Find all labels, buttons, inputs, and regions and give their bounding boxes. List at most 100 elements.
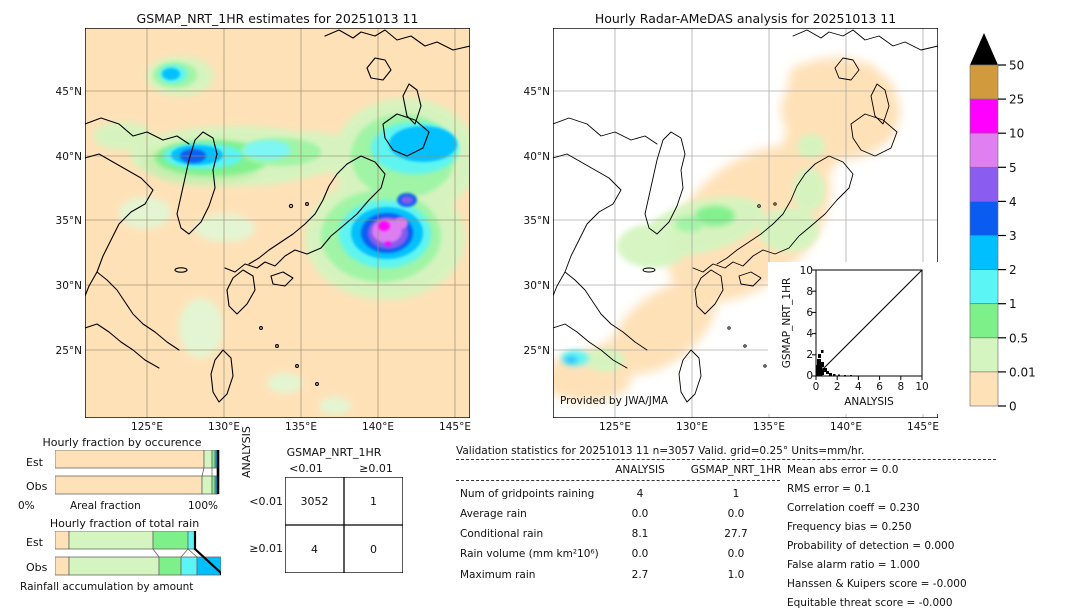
hist-occurrence-chart xyxy=(55,450,221,498)
contingency-cell-0-0: 3052 xyxy=(300,495,329,508)
validation-col-header-gsmap: GSMAP_NRT_1HR xyxy=(690,464,782,476)
right-map-lat-tick-35: 35°N xyxy=(523,215,550,227)
svg-text:0.01: 0.01 xyxy=(1009,365,1036,379)
svg-text:50: 50 xyxy=(1009,59,1024,73)
validation-row-gsmap-2: 27.7 xyxy=(724,528,748,540)
svg-text:10: 10 xyxy=(915,381,928,393)
validation-row-gsmap-3: 0.0 xyxy=(727,548,745,560)
contingency-cell-1-0: 4 xyxy=(311,543,318,556)
right-map-lon-tick-140: 140°E xyxy=(830,421,862,433)
svg-text:6: 6 xyxy=(876,381,883,393)
validation-divider-top xyxy=(456,459,996,460)
left-map-lat-tick-35: 35°N xyxy=(55,215,82,227)
validation-score-false-alarm-ratio: False alarm ratio = 1.000 xyxy=(787,559,920,571)
validation-row-analysis-1: 0.0 xyxy=(631,508,649,520)
validation-divider-mid xyxy=(456,480,780,481)
svg-text:8: 8 xyxy=(806,286,813,298)
validation-row-gsmap-1: 0.0 xyxy=(727,508,745,520)
scatter-inset: 0 2 4 6 8 10 0 2 4 6 8 10 ANALYSIS GSMAP_NRT_1… xyxy=(768,262,940,414)
validation-score-frequency-bias: Frequency bias = 0.250 xyxy=(787,521,912,533)
left-map-lon-tick-125: 125°E xyxy=(131,421,163,433)
svg-text:4: 4 xyxy=(1009,195,1017,209)
contingency-title: GSMAP_NRT_1HR xyxy=(286,446,382,459)
right-map-lat-tick-30: 30°N xyxy=(523,280,550,292)
validation-row-label-0: Num of gridpoints raining xyxy=(460,488,595,500)
hist-occurrence-title: Hourly fraction by occurence xyxy=(42,436,202,449)
svg-text:0: 0 xyxy=(806,370,813,382)
svg-text:2: 2 xyxy=(834,381,841,393)
left-map-lon-tick-140: 140°E xyxy=(362,421,394,433)
contingency-col-header-0: <0.01 xyxy=(289,462,323,475)
hist-total-rain-row-obs: Obs xyxy=(26,561,48,574)
svg-text:0: 0 xyxy=(1009,400,1017,414)
validation-row-analysis-0: 4 xyxy=(636,488,644,500)
contingency-row-header-0: <0.01 xyxy=(249,495,283,508)
svg-text:4: 4 xyxy=(855,381,862,393)
validation-score-correlation-coeff: Correlation coeff = 0.230 xyxy=(787,502,920,514)
svg-text:1: 1 xyxy=(1009,297,1017,311)
hist-total-rain-chart xyxy=(55,531,221,579)
validation-score-rms-error: RMS error = 0.1 xyxy=(787,483,871,495)
precipitation-colorbar: 50 25 10 5 4 3 2 1 0.5 0.01 0 xyxy=(960,28,1072,428)
contingency-cell-1-1: 0 xyxy=(370,543,377,556)
validation-score-probability-of-detection: Probability of detection = 0.000 xyxy=(787,540,955,552)
validation-score-hanssen-kuipers: Hanssen & Kuipers score = -0.000 xyxy=(787,578,967,590)
right-map-lon-tick-135: 135°E xyxy=(753,421,785,433)
hist-total-rain-axis-label: Rainfall accumulation by amount xyxy=(20,581,194,593)
validation-score-equitable-threat: Equitable threat score = -0.000 xyxy=(787,597,953,609)
svg-text:6: 6 xyxy=(806,307,813,319)
validation-col-header-analysis: ANALYSIS xyxy=(615,464,665,476)
svg-text:25: 25 xyxy=(1009,93,1024,107)
right-map-lat-tick-25: 25°N xyxy=(523,345,550,357)
left-map-lon-tick-145: 145°E xyxy=(439,421,471,433)
validation-header: Validation statistics for 20251013 11 n=… xyxy=(456,445,865,457)
contingency-row-header-1: ≥0.01 xyxy=(249,542,283,555)
hist-occurrence-axis-min: 0% xyxy=(18,500,35,512)
validation-row-analysis-3: 0.0 xyxy=(631,548,649,560)
svg-text:3: 3 xyxy=(1009,229,1017,243)
validation-row-label-2: Conditional rain xyxy=(460,528,544,540)
svg-text:10: 10 xyxy=(1009,127,1024,141)
right-map-lon-tick-145: 145°E xyxy=(907,421,939,433)
left-map-lon-tick-130: 130°E xyxy=(208,421,240,433)
gsmap-estimate-map xyxy=(85,28,470,418)
validation-row-analysis-2: 8.1 xyxy=(631,528,649,540)
validation-row-gsmap-0: 1 xyxy=(732,488,740,500)
hist-total-rain-row-est: Est xyxy=(26,536,43,549)
contingency-cell-0-1: 1 xyxy=(370,495,377,508)
validation-row-gsmap-4: 1.0 xyxy=(727,569,745,581)
svg-text:8: 8 xyxy=(897,381,904,393)
left-map-lat-tick-25: 25°N xyxy=(55,345,82,357)
left-map-lat-tick-40: 40°N xyxy=(55,151,82,163)
right-panel-title: Hourly Radar-AMeDAS analysis for 2025101… xyxy=(594,11,897,26)
hist-occurrence-axis-max: 100% xyxy=(188,500,219,512)
hist-occurrence-axis-label: Areal fraction xyxy=(70,500,141,512)
svg-text:0.5: 0.5 xyxy=(1009,331,1028,345)
left-map-lon-tick-135: 135°E xyxy=(285,421,317,433)
validation-row-label-4: Maximum rain xyxy=(460,569,536,581)
svg-text:5: 5 xyxy=(1009,161,1017,175)
right-map-lat-tick-45: 45°N xyxy=(523,86,550,98)
contingency-row-axis-label: ANALYSIS xyxy=(240,426,253,478)
svg-text:2: 2 xyxy=(1009,263,1017,277)
svg-text:2: 2 xyxy=(806,349,813,361)
hist-occurrence-row-obs: Obs xyxy=(26,480,48,493)
svg-text:0: 0 xyxy=(813,381,820,393)
right-map-lon-tick-125: 125°E xyxy=(599,421,631,433)
hist-total-rain-title: Hourly fraction of total rain xyxy=(49,517,200,530)
validation-row-label-3: Rain volume (mm km²10⁶) xyxy=(460,548,599,560)
svg-text:GSMAP_NRT_1HR: GSMAP_NRT_1HR xyxy=(781,278,793,369)
svg-text:10: 10 xyxy=(800,265,813,277)
validation-row-label-1: Average rain xyxy=(460,508,527,520)
svg-text:ANALYSIS: ANALYSIS xyxy=(844,396,894,408)
left-map-lat-tick-30: 30°N xyxy=(55,280,82,292)
hist-occurrence-row-est: Est xyxy=(26,456,43,469)
contingency-table-grid xyxy=(285,477,403,573)
right-map-lat-tick-40: 40°N xyxy=(523,151,550,163)
map-credit: Provided by JWA/JMA xyxy=(560,395,669,407)
svg-text:4: 4 xyxy=(806,328,813,340)
right-map-lon-tick-130: 130°E xyxy=(676,421,708,433)
validation-row-analysis-4: 2.7 xyxy=(631,569,649,581)
left-panel-title: GSMAP_NRT_1HR estimates for 20251013 11 xyxy=(136,11,419,26)
